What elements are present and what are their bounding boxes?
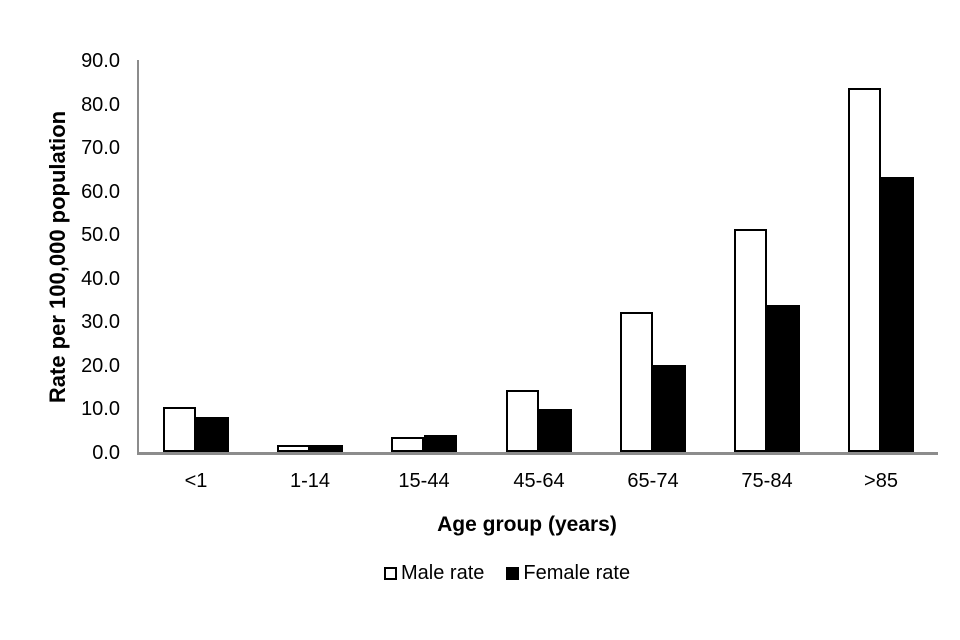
y-tick-label: 10.0 [81,398,120,420]
legend-item-female-rate: Female rate [506,562,630,585]
bar-male-rate-1-14 [277,445,310,452]
y-axis-line [137,60,139,455]
x-tick-label-75-84: 75-84 [741,470,793,492]
x-tick-label-15-44: 15-44 [398,470,450,492]
bar-male-rate->85 [848,88,881,452]
legend: Male rate Female rate [384,562,630,585]
bar-female-rate-<1 [196,417,229,452]
y-tick-label: 70.0 [81,137,120,159]
legend-item-male-rate: Male rate [384,562,484,585]
x-axis-title: Age group (years) [437,513,617,536]
y-tick-label: 80.0 [81,93,120,116]
y-tick-label: 0.0 [92,441,120,464]
x-tick-label->85: >85 [864,470,898,492]
legend-swatch-icon [506,567,520,580]
bar-male-rate-45-64 [506,390,539,452]
x-tick-label-45-64: 45-64 [513,470,565,492]
bar-male-rate-75-84 [734,229,767,452]
x-axis-line [137,452,938,455]
legend-swatch-icon [384,567,397,580]
bar-female-rate->85 [881,177,914,452]
y-tick-label: 50.0 [81,224,120,246]
bar-female-rate-1-14 [310,445,343,452]
bar-female-rate-75-84 [767,305,800,452]
y-tick-label: 20.0 [81,354,120,377]
y-tick-label: 30.0 [81,311,120,333]
bar-female-rate-45-64 [539,409,572,452]
bar-female-rate-65-74 [653,365,686,452]
y-tick-label: 90.0 [81,50,120,72]
legend-label: Female rate [523,562,631,584]
y-tick-label: 40.0 [81,267,120,290]
x-tick-label-1-14: 1-14 [289,470,331,492]
legend-label: Male rate [401,562,485,584]
x-tick-label-<1: <1 [184,470,208,492]
x-tick-label-65-74: 65-74 [627,470,679,492]
y-tick-label: 60.0 [81,180,120,203]
bar-female-rate-15-44 [424,435,457,452]
bar-male-rate-<1 [163,407,196,452]
bar-male-rate-65-74 [620,312,653,452]
bar-male-rate-15-44 [391,437,424,452]
